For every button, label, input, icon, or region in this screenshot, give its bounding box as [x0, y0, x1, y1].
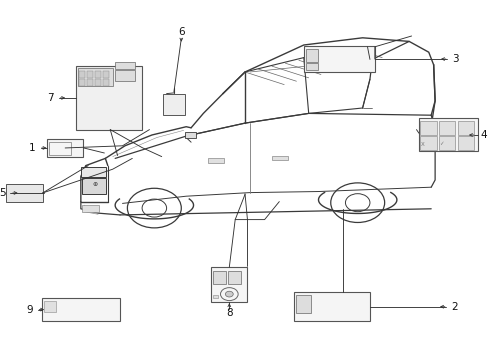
Bar: [79, 71, 85, 78]
Text: 6: 6: [178, 27, 185, 37]
Bar: [419, 118, 478, 151]
Bar: [87, 79, 93, 86]
Bar: [294, 292, 370, 321]
Text: 2: 2: [451, 302, 458, 312]
Bar: [228, 271, 241, 284]
Bar: [44, 301, 56, 312]
Text: 7: 7: [47, 93, 54, 103]
Bar: [185, 132, 196, 138]
Bar: [306, 49, 318, 62]
Bar: [76, 66, 142, 130]
Text: 3: 3: [452, 54, 459, 64]
Bar: [87, 71, 93, 78]
Bar: [211, 267, 247, 302]
Bar: [439, 136, 455, 150]
Bar: [78, 68, 113, 86]
Bar: [49, 142, 71, 155]
Bar: [95, 71, 101, 78]
Text: 5: 5: [0, 188, 6, 198]
Text: 4: 4: [480, 130, 487, 140]
Text: ⊕: ⊕: [93, 182, 98, 187]
Bar: [420, 121, 437, 135]
Text: ✓: ✓: [439, 141, 443, 147]
Bar: [272, 156, 288, 160]
Bar: [163, 94, 185, 115]
Bar: [458, 136, 474, 150]
Text: 1: 1: [28, 143, 35, 153]
Bar: [81, 167, 106, 177]
Bar: [420, 136, 437, 150]
Bar: [458, 121, 474, 135]
Text: 9: 9: [26, 305, 33, 315]
Bar: [213, 271, 226, 284]
Bar: [6, 184, 43, 202]
Bar: [306, 63, 318, 70]
Circle shape: [225, 291, 233, 297]
Bar: [208, 158, 224, 163]
Bar: [47, 139, 83, 157]
Text: 8: 8: [226, 308, 233, 318]
Bar: [79, 79, 85, 86]
Bar: [103, 71, 109, 78]
Bar: [296, 295, 311, 313]
Bar: [82, 178, 106, 194]
Bar: [115, 70, 135, 81]
Bar: [103, 79, 109, 86]
Bar: [304, 46, 375, 72]
Bar: [115, 62, 135, 69]
Bar: [82, 205, 99, 212]
Text: X: X: [421, 141, 425, 147]
Bar: [213, 295, 218, 298]
Bar: [439, 121, 455, 135]
Bar: [42, 298, 120, 321]
Bar: [95, 79, 101, 86]
